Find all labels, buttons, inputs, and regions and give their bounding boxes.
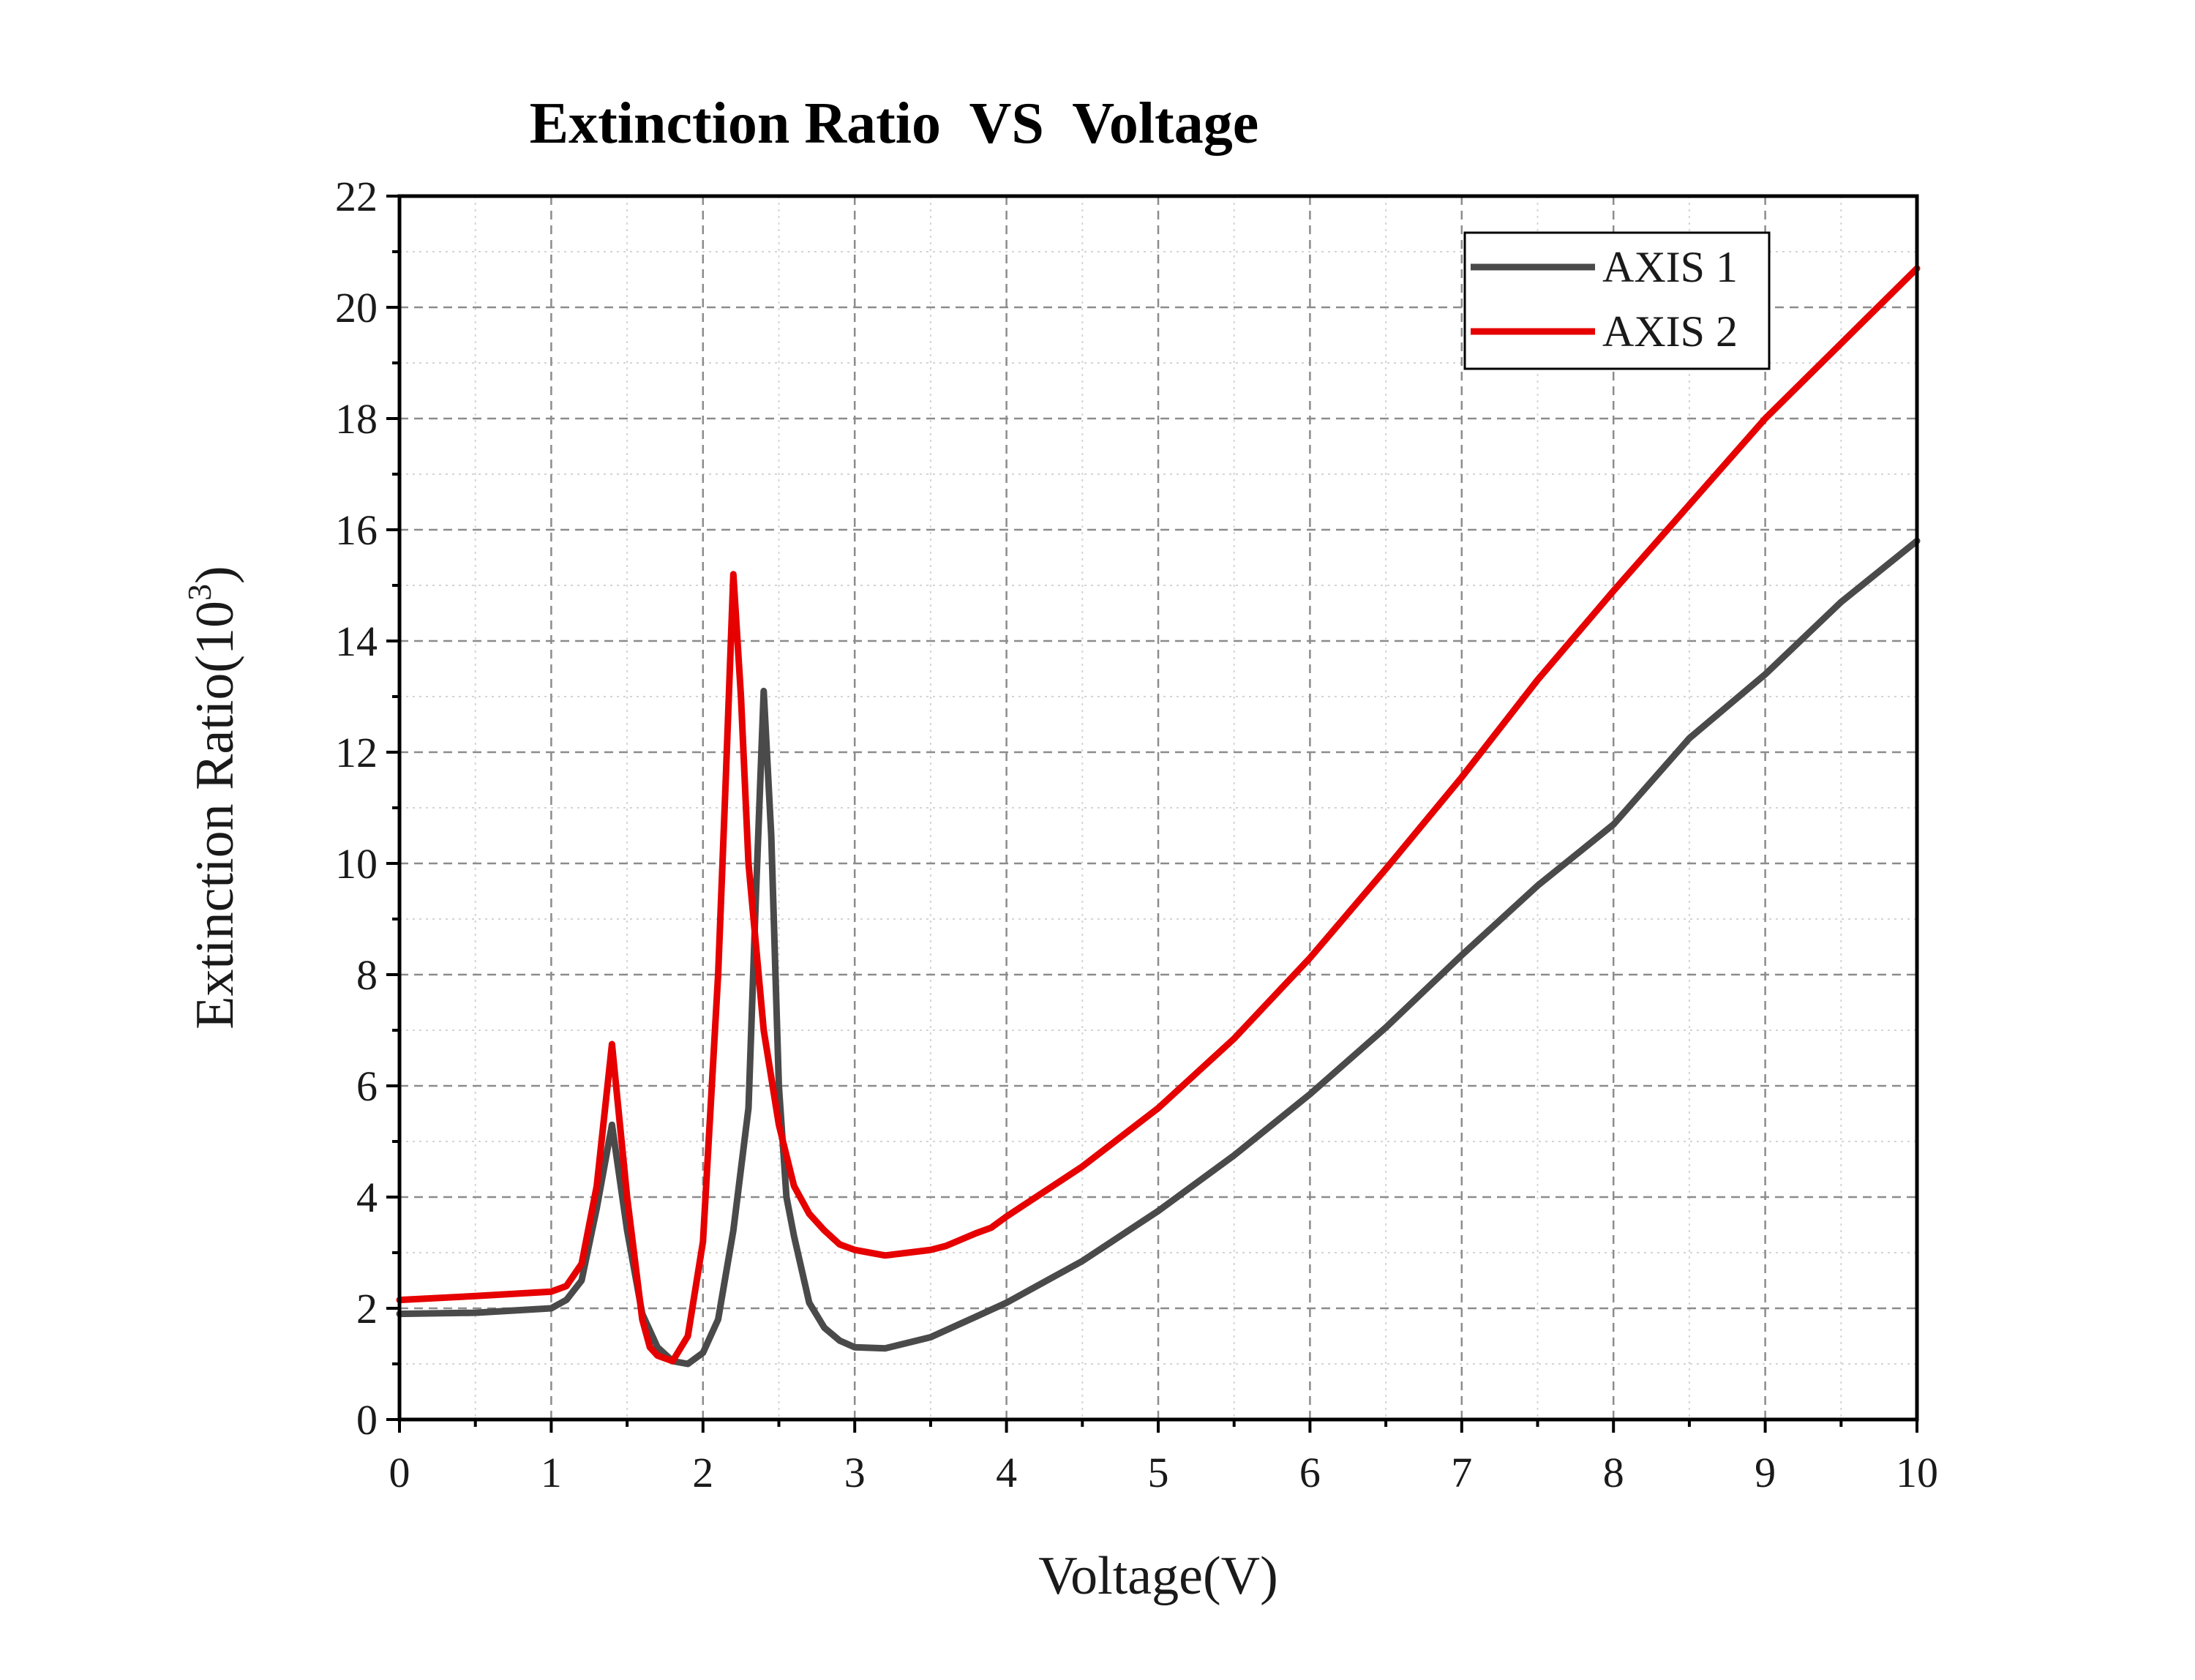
- y-tick-label: 2: [356, 1285, 378, 1332]
- x-tick-label: 1: [541, 1449, 562, 1496]
- y-tick-label: 12: [335, 729, 378, 776]
- axis-ticks: [386, 195, 1918, 1433]
- y-tick-labels: 0 2 4 6 8 10 12 14 16 18 20 22: [335, 173, 378, 1444]
- x-tick-label: 3: [844, 1449, 866, 1496]
- y-tick-label: 10: [335, 840, 378, 888]
- y-tick-label: 20: [335, 284, 378, 331]
- series-line-axis-1: [396, 537, 1921, 1368]
- x-tick-label: 4: [996, 1449, 1017, 1496]
- y-tick-label: 14: [335, 618, 378, 665]
- x-tick-label: 7: [1451, 1449, 1472, 1496]
- series-layer: [396, 265, 1921, 1368]
- x-tick-label: 10: [1896, 1449, 1938, 1496]
- y-tick-label: 8: [356, 951, 378, 999]
- chart-title: Extinction Ratio VS Voltage: [530, 91, 1258, 156]
- legend: AXIS 1 AXIS 2: [1463, 231, 1771, 370]
- y-axis-label-close: ): [185, 566, 245, 584]
- x-axis-label: Voltage(V): [1038, 1546, 1277, 1606]
- y-tick-label: 6: [356, 1062, 378, 1110]
- major-grid: [399, 196, 1917, 1420]
- x-tick-label: 0: [389, 1449, 410, 1496]
- x-tick-label: 2: [692, 1449, 713, 1496]
- legend-label-axis-1: AXIS 1: [1602, 243, 1738, 291]
- legend-label-axis-2: AXIS 2: [1602, 307, 1738, 356]
- x-tick-label: 5: [1148, 1449, 1169, 1496]
- y-tick-label: 16: [335, 506, 378, 554]
- y-axis-label-main: Extinction Ratio(10: [185, 601, 245, 1030]
- x-tick-label: 6: [1299, 1449, 1321, 1496]
- y-axis-label-exponent: 3: [181, 584, 218, 601]
- series-line-axis-2: [396, 265, 1921, 1365]
- y-axis-label: Extinction Ratio(103): [181, 566, 245, 1029]
- x-tick-label: 9: [1755, 1449, 1776, 1496]
- legend-box: [1463, 231, 1771, 370]
- y-tick-label: 22: [335, 173, 378, 220]
- y-tick-label: 4: [356, 1174, 378, 1221]
- x-tick-label: 8: [1603, 1449, 1624, 1496]
- y-tick-label: 18: [335, 395, 378, 443]
- x-tick-labels: 0 1 2 3 4 5 6 7 8 9 10: [389, 1449, 1939, 1496]
- y-tick-label: 0: [356, 1396, 378, 1444]
